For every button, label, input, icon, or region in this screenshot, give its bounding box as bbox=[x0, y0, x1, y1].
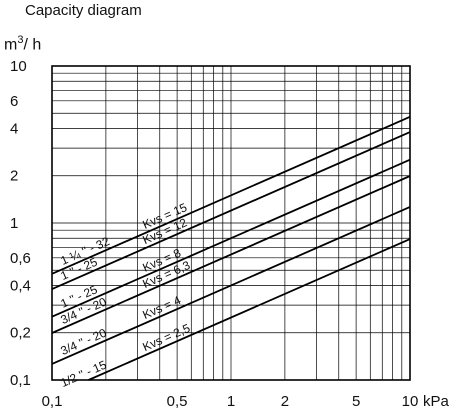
x-tick-label: 0,5 bbox=[167, 393, 188, 410]
x-tick-label: 5 bbox=[352, 393, 360, 410]
chart-title: Capacity diagram bbox=[25, 2, 142, 19]
y-tick-label: 6 bbox=[10, 93, 18, 110]
y-tick-label: 0,2 bbox=[10, 325, 31, 342]
series-lines bbox=[51, 116, 411, 381]
x-tick-label: 10 bbox=[402, 393, 419, 410]
y-tick-label: 0,4 bbox=[10, 277, 31, 294]
y-axis-label: m3/ h bbox=[4, 34, 41, 54]
y-tick-label: 10 bbox=[10, 58, 27, 75]
y-tick-label: 2 bbox=[10, 168, 18, 185]
series-line bbox=[88, 238, 411, 381]
y-tick-label: 4 bbox=[10, 120, 18, 137]
x-axis-unit: kPa bbox=[423, 393, 450, 410]
y-axis-label-tail: / h bbox=[23, 36, 42, 54]
series-line bbox=[51, 116, 411, 275]
x-tick-label: 1 bbox=[227, 393, 235, 410]
grid bbox=[52, 66, 410, 380]
x-tick-label: 0,1 bbox=[42, 393, 63, 410]
y-tick-label: 1 bbox=[10, 215, 18, 232]
series-line bbox=[51, 206, 411, 365]
y-axis-label-exponent: 3 bbox=[17, 34, 24, 46]
y-tick-label: 0,1 bbox=[10, 372, 31, 389]
series-line bbox=[51, 175, 411, 334]
x-tick-label: 2 bbox=[281, 393, 289, 410]
y-axis-label-unit: m bbox=[4, 36, 18, 54]
plot-frame bbox=[51, 65, 411, 381]
series-line bbox=[51, 158, 411, 318]
series-line bbox=[51, 131, 411, 290]
y-tick-label: 0,6 bbox=[10, 250, 31, 267]
